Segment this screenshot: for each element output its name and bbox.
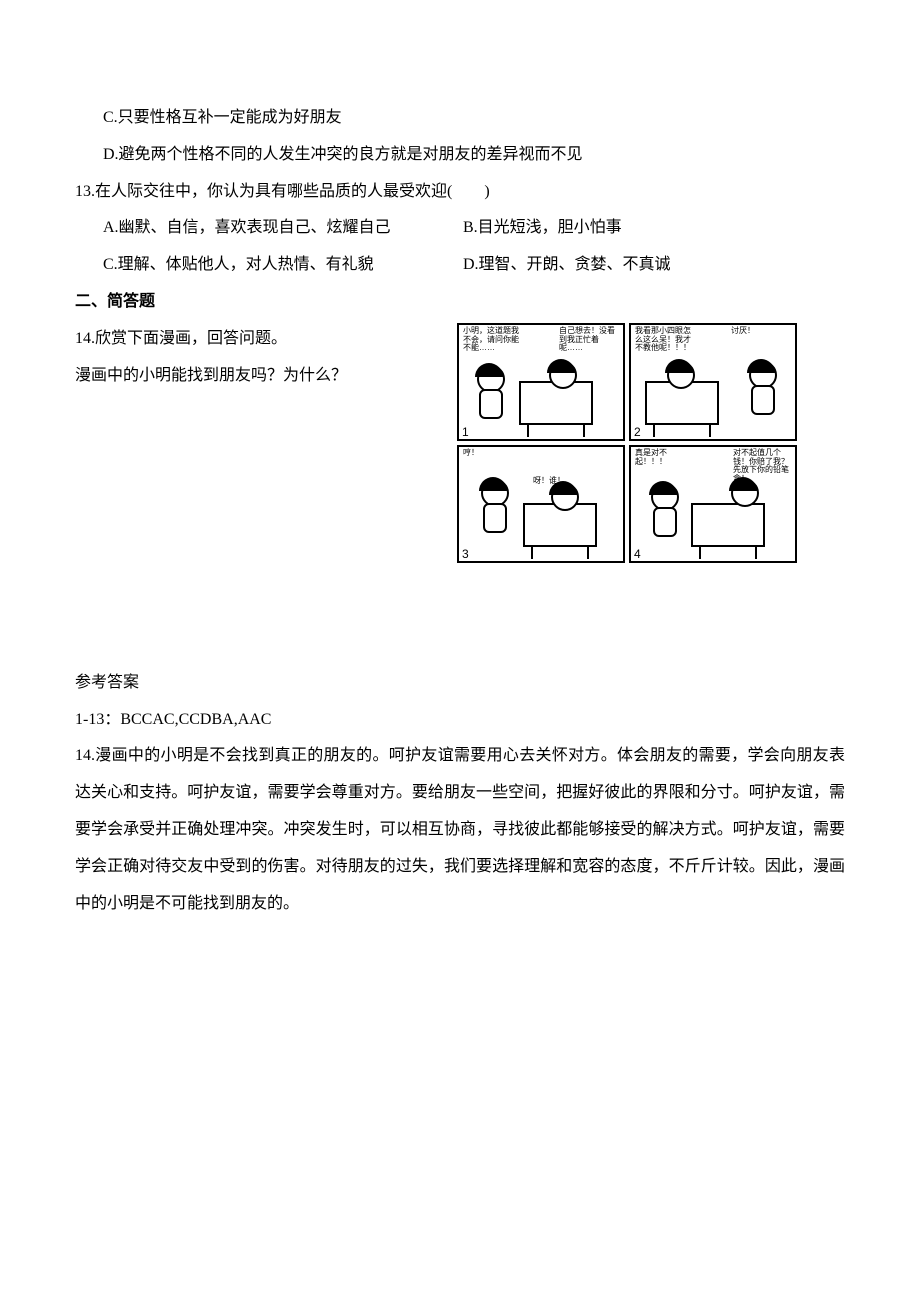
panel-number: 1 bbox=[462, 426, 469, 438]
panel-figure-torso bbox=[751, 385, 775, 415]
answer-q14: 14.漫画中的小明是不会找到真正的朋友的。呵护友谊需要用心去关怀对方。体会朋友的… bbox=[75, 738, 845, 922]
comic-panel-3: 哼！ 呀！谁！ 3 bbox=[457, 445, 625, 563]
panel-2-bubble-left: 我看那小四眼怎么这么呆！我才不教他呢！！！ bbox=[635, 327, 695, 353]
q13-options-row-1: A.幽默、自信，喜欢表现自己、炫耀自己 B.目光短浅，胆小怕事 bbox=[75, 210, 845, 247]
panel-desk bbox=[691, 503, 765, 547]
answer-choices: 1-13：BCCAC,CCDBA,AAC bbox=[75, 702, 845, 739]
comic-panel-1: 小明，这道题我不会，请问你能不能…… 自己想去！没看到我正忙着呢…… 1 bbox=[457, 323, 625, 441]
panel-figure-head bbox=[667, 361, 695, 389]
q13-option-b: B.目光短浅，胆小怕事 bbox=[463, 210, 622, 247]
comic-panel-2: 我看那小四眼怎么这么呆！我才不教他呢！！！ 讨厌！ 2 bbox=[629, 323, 797, 441]
panel-number: 4 bbox=[634, 548, 641, 560]
q13-option-d: D.理智、开朗、贪婪、不真诚 bbox=[463, 247, 671, 284]
comic-panel-4: 真是对不起！！！ 对不起值几个钱！你赔了我？先放下你的铅笔盒！ 4 bbox=[629, 445, 797, 563]
panel-figure-head bbox=[731, 479, 759, 507]
q12-option-c: C.只要性格互补一定能成为好朋友 bbox=[75, 100, 845, 137]
comic-row-2: 哼！ 呀！谁！ 3 真是对不起！！！ 对不起值几个钱！你赔了我？先放下你的铅笔盒… bbox=[455, 443, 799, 565]
panel-figure-torso bbox=[483, 503, 507, 533]
panel-figure-head bbox=[549, 361, 577, 389]
panel-number: 2 bbox=[634, 426, 641, 438]
q14-block: 14.欣赏下面漫画，回答问题。 漫画中的小明能找到朋友吗？为什么？ 小明，这道题… bbox=[75, 321, 845, 565]
panel-2-bubble-right: 讨厌！ bbox=[731, 327, 791, 336]
q13-stem: 13.在人际交往中，你认为具有哪些品质的人最受欢迎( ) bbox=[75, 174, 845, 211]
panel-3-bubble-left: 哼！ bbox=[463, 449, 493, 458]
comic-grid: 小明，这道题我不会，请问你能不能…… 自己想去！没看到我正忙着呢…… 1 我看那… bbox=[455, 321, 799, 565]
panel-1-bubble-right: 自己想去！没看到我正忙着呢…… bbox=[559, 327, 619, 353]
panel-figure-head bbox=[551, 483, 579, 511]
q14-stem: 14.欣赏下面漫画，回答问题。 bbox=[75, 321, 445, 358]
panel-4-bubble-left: 真是对不起！！！ bbox=[635, 449, 683, 467]
panel-figure-torso bbox=[479, 389, 503, 419]
panel-number: 3 bbox=[462, 548, 469, 560]
q12-option-d: D.避免两个性格不同的人发生冲突的良方就是对朋友的差异视而不见 bbox=[75, 137, 845, 174]
q13-options-row-2: C.理解、体贴他人，对人热情、有礼貌 D.理智、开朗、贪婪、不真诚 bbox=[75, 247, 845, 284]
comic-row-1: 小明，这道题我不会，请问你能不能…… 自己想去！没看到我正忙着呢…… 1 我看那… bbox=[455, 321, 799, 443]
answer-key: 参考答案 1-13：BCCAC,CCDBA,AAC 14.漫画中的小明是不会找到… bbox=[75, 665, 845, 923]
q14-text: 14.欣赏下面漫画，回答问题。 漫画中的小明能找到朋友吗？为什么？ bbox=[75, 321, 445, 395]
q13-option-a: A.幽默、自信，喜欢表现自己、炫耀自己 bbox=[103, 210, 463, 247]
section-2-title: 二、简答题 bbox=[75, 284, 845, 321]
panel-figure-torso bbox=[653, 507, 677, 537]
panel-1-bubble-left: 小明，这道题我不会，请问你能不能…… bbox=[463, 327, 523, 353]
q13-option-c: C.理解、体贴他人，对人热情、有礼貌 bbox=[103, 247, 463, 284]
q14-prompt: 漫画中的小明能找到朋友吗？为什么？ bbox=[75, 358, 445, 395]
answer-title: 参考答案 bbox=[75, 665, 845, 702]
